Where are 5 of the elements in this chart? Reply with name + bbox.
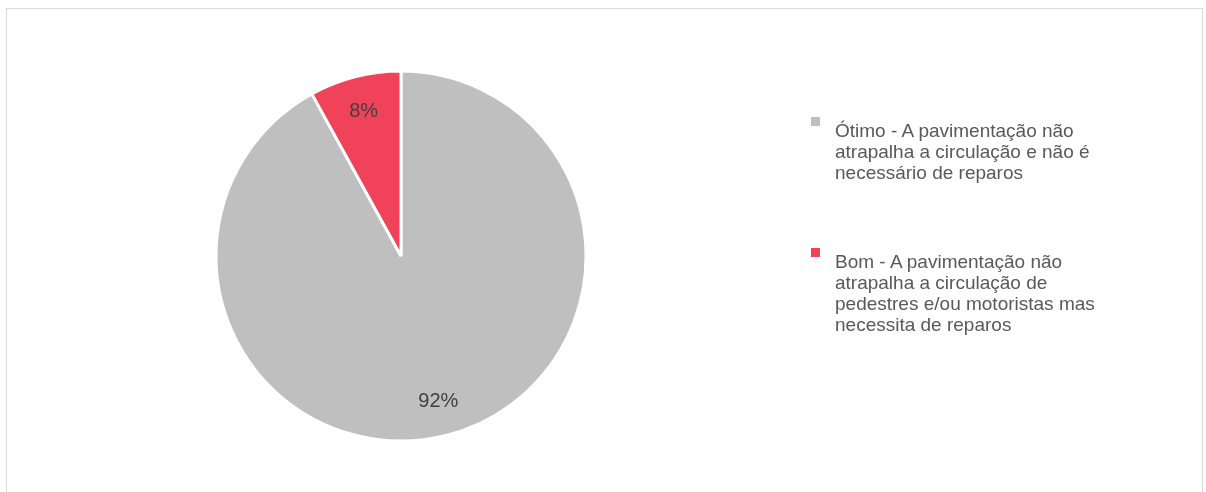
data-label: 92% bbox=[418, 389, 459, 412]
pie-slice bbox=[214, 69, 588, 443]
legend-label: Bom - A pavimentação não atrapalha a circulação de pedestres e/ou motoristas mas necessita de reparos bbox=[835, 250, 1095, 335]
legend-label: Ótimo - A pavimentação não atrapalha a circulação e não é necessário de reparos bbox=[835, 119, 1090, 183]
data-label: 8% bbox=[349, 98, 379, 121]
